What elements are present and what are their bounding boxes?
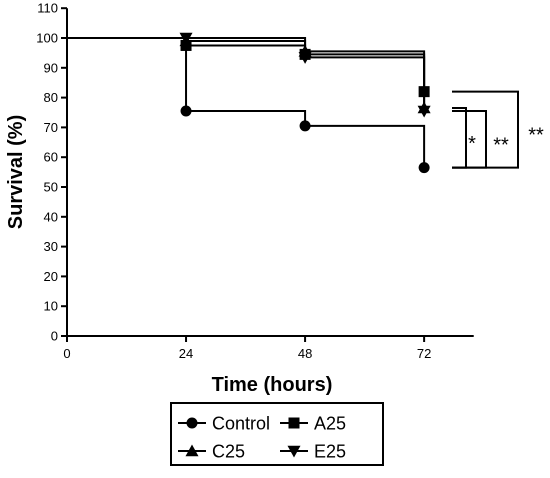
- x-axis-title: Time (hours): [212, 374, 333, 396]
- legend-label-control: Control: [212, 414, 270, 434]
- legend-label-c25: C25: [212, 442, 245, 462]
- significance-bracket: [452, 107, 467, 169]
- y-tick-label: 80: [44, 90, 58, 105]
- x-tick-label: 72: [417, 346, 431, 361]
- y-tick-label: 20: [44, 269, 58, 284]
- significance-label: **: [493, 134, 509, 156]
- y-tick-label: 90: [44, 60, 58, 75]
- legend-label-e25: E25: [314, 442, 346, 462]
- data-point-control: [180, 105, 192, 117]
- y-tick-label: 110: [37, 1, 58, 16]
- significance-bracket: [452, 90, 519, 169]
- legend-label-a25: A25: [314, 414, 346, 434]
- significance-label: **: [528, 125, 544, 147]
- legend-marker-c25: [185, 444, 199, 457]
- x-tick-label: 24: [179, 346, 193, 361]
- data-point-control: [299, 120, 311, 132]
- data-point-e25: [298, 52, 312, 64]
- legend-marker-control: [186, 417, 198, 429]
- legend-frame: [170, 402, 384, 466]
- legend-marker-e25: [287, 445, 301, 458]
- y-tick-label: 0: [51, 329, 58, 344]
- y-tick-label: 30: [44, 239, 58, 254]
- series-line-e25: [67, 37, 426, 112]
- legend-marker-a25: [288, 417, 300, 429]
- y-tick-label: 40: [44, 209, 58, 224]
- y-tick-label: 70: [44, 120, 58, 135]
- legend: Control A25 C25 E25: [170, 402, 384, 466]
- y-tick-label: 10: [44, 299, 58, 314]
- x-tick-label: 0: [63, 346, 70, 361]
- x-tick-label: 48: [298, 346, 312, 361]
- series-line-c25: [67, 37, 426, 109]
- data-point-e25: [417, 105, 431, 118]
- y-tick-label: 100: [36, 31, 58, 46]
- data-point-control: [418, 162, 430, 174]
- series-line-a25: [67, 37, 426, 92]
- y-tick-label: 60: [44, 150, 58, 165]
- y-axis-title: Survival (%): [5, 115, 27, 229]
- significance-label: *: [468, 133, 476, 155]
- data-point-e25: [179, 32, 193, 45]
- y-tick-label: 50: [44, 180, 58, 195]
